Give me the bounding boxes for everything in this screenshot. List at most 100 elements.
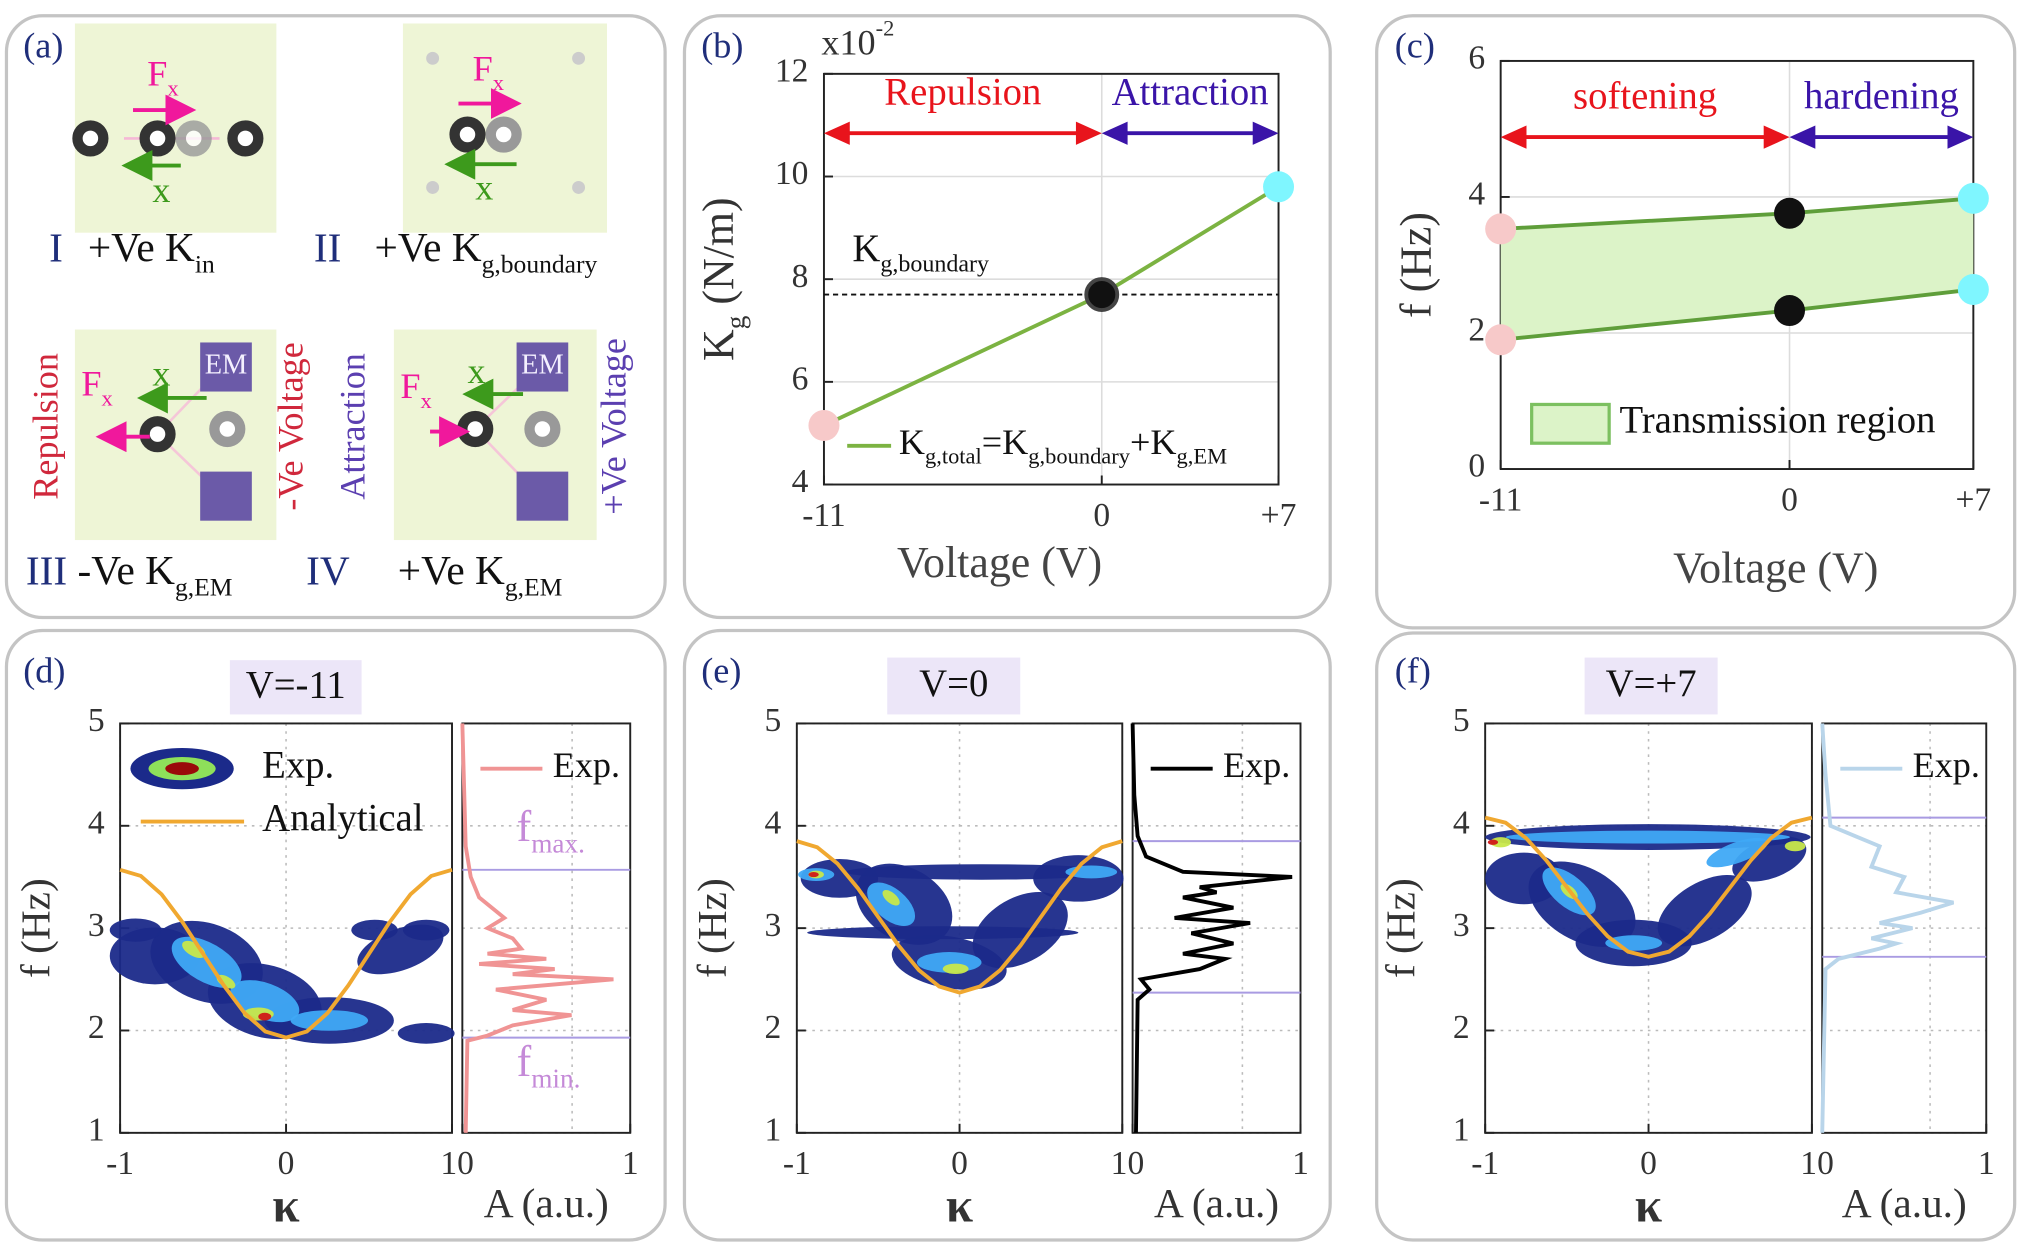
- y-multiplier-part: x10: [821, 23, 875, 63]
- x-axis-label: κ: [946, 1178, 973, 1233]
- force-label-part: F: [400, 367, 420, 407]
- y-axis-label: f (Hz): [1378, 878, 1425, 978]
- y-tick-label: 8: [792, 258, 809, 295]
- cell-caption-part: g,EM: [505, 572, 563, 601]
- y-multiplier: x10-2: [821, 16, 894, 63]
- cell-numeral: I: [49, 225, 63, 271]
- electromagnet: [200, 471, 252, 521]
- data-point: [1957, 182, 1989, 214]
- x-axis-label: A (a.u.): [1154, 1180, 1279, 1227]
- panel-frame: [1375, 14, 2017, 630]
- arrow-head: [1763, 125, 1790, 149]
- y-multiplier-part: -2: [876, 16, 895, 41]
- mass: [209, 410, 246, 448]
- cell-caption: +Ve Kin: [88, 225, 215, 279]
- panel-frame: [682, 628, 1332, 1242]
- title-box: [1584, 657, 1718, 715]
- arrow-head: [1252, 121, 1279, 145]
- x-tick-label: -1: [783, 1145, 811, 1182]
- legend-label-part: K: [899, 422, 925, 462]
- force-label: Fx: [400, 367, 431, 414]
- arrow-head: [1075, 121, 1102, 145]
- plot-frame: [822, 72, 1280, 486]
- x-tick-label: 0: [1817, 1145, 1834, 1182]
- band-edge-label: fmax.: [517, 803, 585, 859]
- panel-frame: [1375, 631, 2017, 1242]
- series-line: [823, 185, 1280, 428]
- panel-label: (d): [23, 651, 65, 691]
- x-axis-label: Voltage (V): [897, 539, 1102, 587]
- y-axis-label-part: g: [721, 315, 751, 329]
- legend-label: Analytical: [262, 796, 423, 839]
- data-point: [1084, 277, 1120, 313]
- reference-label-part: g,boundary: [880, 251, 989, 277]
- cell-numeral: IV: [306, 547, 350, 593]
- y-tick-label: 5: [1453, 702, 1470, 739]
- region-label: hardening: [1804, 75, 1959, 118]
- contour-blob: [397, 1023, 455, 1044]
- band-edge-label-part: min.: [531, 1064, 580, 1094]
- mass: [139, 120, 176, 157]
- data-point: [1957, 273, 1989, 305]
- y-tick-label: 1: [765, 1112, 782, 1149]
- data-point: [808, 409, 840, 441]
- x-tick-label: -11: [1479, 481, 1523, 518]
- chart-title: V=-11: [246, 663, 346, 706]
- cell-caption: +Ve Kg,boundary: [375, 225, 598, 279]
- y-tick-label: 3: [765, 907, 782, 944]
- cell-caption: -Ve Kg,EM: [77, 547, 232, 601]
- legend-label-part: g,EM: [1177, 444, 1228, 469]
- x-tick-label: 1: [1800, 1145, 1817, 1182]
- y-tick-label: 6: [1468, 40, 1485, 77]
- y-tick-label: 5: [765, 702, 782, 739]
- contour-blob: [402, 919, 450, 941]
- y-tick-label: 4: [88, 804, 105, 841]
- cell-caption: +Ve Kg,EM: [398, 547, 563, 601]
- x-tick-label: -1: [1471, 1145, 1499, 1182]
- force-label: Fx: [473, 49, 504, 96]
- disp-label: x: [468, 351, 486, 391]
- x-axis-label: κ: [272, 1178, 299, 1233]
- x-tick-label: +7: [1261, 497, 1297, 534]
- y-tick-label: 4: [1468, 176, 1485, 213]
- legend-label: Exp.: [1223, 745, 1290, 785]
- y-axis-label-part: K: [695, 329, 743, 361]
- x-tick-label: 1: [1978, 1145, 1995, 1182]
- legend-label: Exp.: [262, 744, 334, 787]
- panel-frame: [4, 14, 667, 620]
- panel-label: (b): [701, 26, 743, 66]
- legend-swatch: [1530, 402, 1611, 445]
- contour-blob: [290, 1010, 369, 1031]
- arrow-head: [1500, 125, 1527, 149]
- pin: [572, 51, 586, 65]
- y-axis-label: f (Hz): [13, 878, 60, 978]
- y-tick-label: 3: [88, 907, 105, 944]
- x-axis-label: A (a.u.): [484, 1180, 609, 1227]
- panel-label: (c): [1395, 26, 1435, 66]
- x-tick-label: 1: [1111, 1145, 1128, 1182]
- cell-caption-part: +Ve K: [375, 225, 482, 271]
- force-label-part: x: [101, 385, 112, 410]
- cell-numeral: III: [26, 547, 67, 593]
- transmission-band: [1500, 198, 1974, 340]
- mass: [72, 120, 109, 157]
- force-label-part: x: [167, 76, 178, 101]
- plot-frame: [1131, 722, 1302, 1134]
- cell-numeral: II: [314, 225, 342, 271]
- band-edge-label-part: f: [517, 803, 532, 851]
- analytical-curve: [119, 867, 453, 1040]
- pin: [426, 51, 440, 65]
- x-tick-label: 0: [1781, 481, 1798, 518]
- contour-blob: [808, 871, 819, 878]
- x-tick-label: 0: [1127, 1145, 1144, 1182]
- y-axis-label: Kg (N/m): [695, 197, 751, 361]
- x-tick-label: 0: [457, 1145, 474, 1182]
- force-label-part: F: [147, 54, 167, 94]
- force-label-part: x: [420, 388, 431, 413]
- data-point: [1485, 213, 1517, 245]
- mass: [139, 416, 176, 453]
- effect-label: Repulsion: [25, 353, 65, 500]
- panel-frame: [4, 628, 667, 1242]
- legend-label: Kg,total=Kg,boundary+Kg,EM: [899, 422, 1227, 469]
